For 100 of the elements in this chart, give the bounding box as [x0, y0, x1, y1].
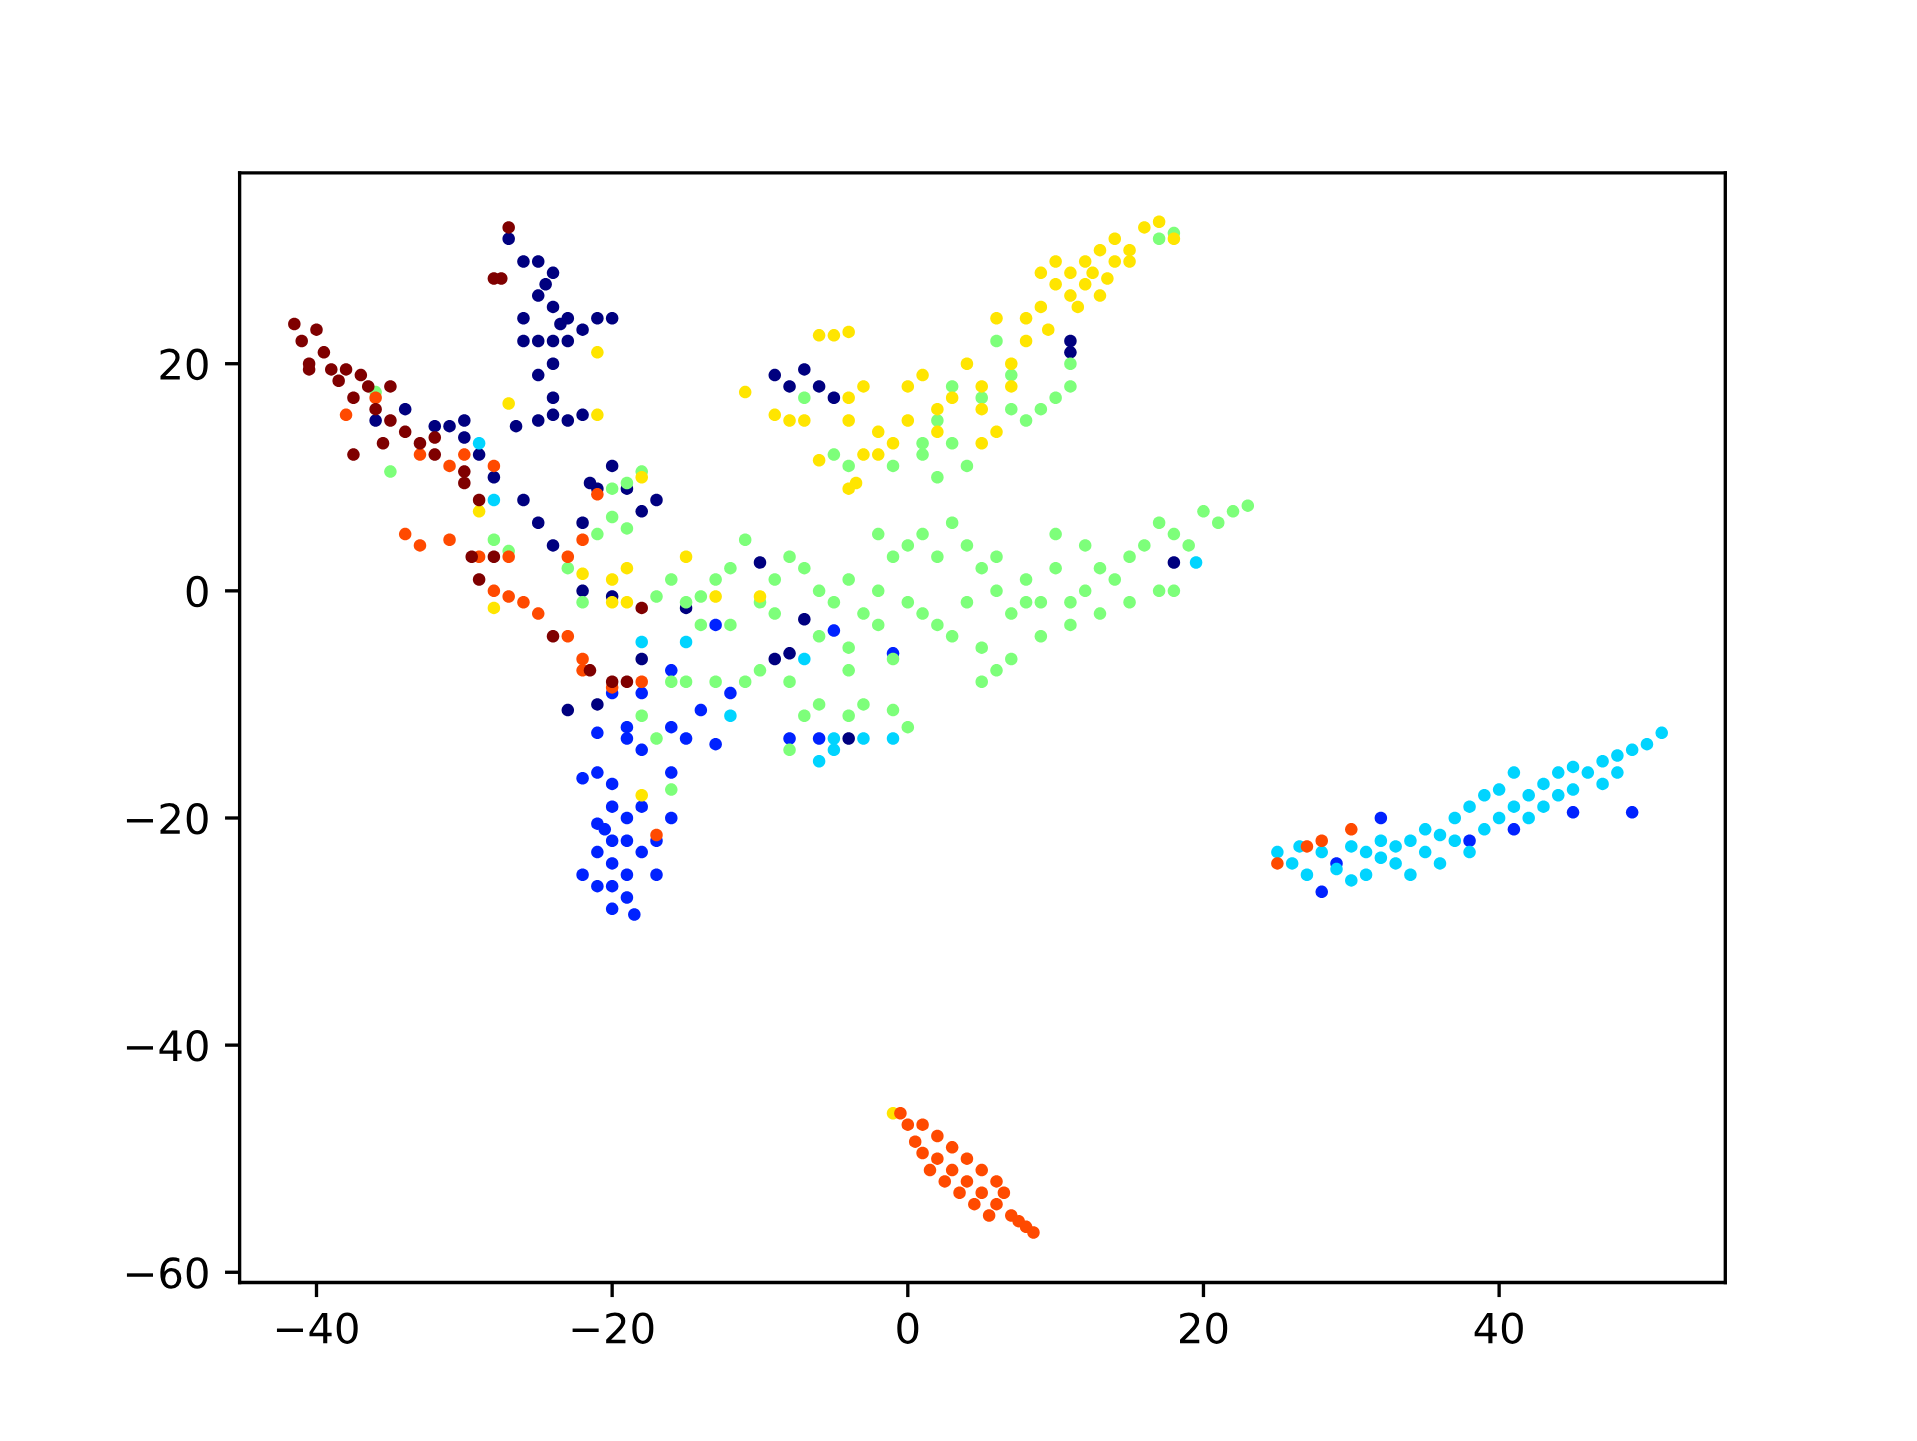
point — [361, 380, 375, 393]
x-tick-label: 20 — [1180, 1312, 1228, 1344]
point — [635, 743, 648, 757]
point — [709, 737, 722, 751]
point — [347, 448, 360, 461]
point — [665, 766, 678, 779]
point — [347, 391, 360, 405]
point — [1359, 868, 1373, 882]
point — [635, 601, 648, 615]
point — [583, 664, 597, 677]
point — [931, 1129, 944, 1143]
y-tick-label: 0 — [186, 575, 208, 608]
point — [916, 1146, 929, 1160]
point — [605, 675, 619, 688]
point — [945, 1163, 959, 1177]
point — [413, 539, 427, 552]
point — [576, 652, 589, 666]
point — [931, 1152, 944, 1165]
point — [561, 630, 575, 643]
point — [598, 823, 612, 836]
point — [1315, 834, 1328, 847]
point — [798, 652, 811, 666]
point — [650, 868, 663, 882]
point — [1522, 789, 1535, 802]
point — [620, 891, 634, 904]
point — [591, 766, 604, 779]
point — [1492, 783, 1506, 796]
point — [620, 732, 634, 745]
point — [1537, 777, 1550, 791]
point — [591, 845, 604, 859]
point — [576, 533, 589, 546]
point — [354, 368, 368, 382]
point — [1625, 743, 1639, 757]
point — [1345, 840, 1358, 853]
point — [827, 743, 841, 757]
point — [694, 703, 708, 717]
point — [487, 459, 501, 473]
point — [398, 527, 412, 541]
point — [953, 1186, 966, 1200]
point — [916, 1118, 929, 1131]
point — [982, 1209, 996, 1222]
point — [1271, 857, 1284, 870]
point — [1463, 845, 1476, 859]
point — [1345, 823, 1358, 836]
point — [561, 550, 575, 564]
point — [605, 879, 619, 893]
point — [1448, 834, 1462, 847]
point — [960, 1152, 974, 1165]
point — [413, 436, 427, 450]
point — [679, 635, 693, 649]
point — [620, 868, 634, 882]
point — [487, 493, 501, 507]
point — [576, 868, 589, 882]
point — [1027, 1226, 1040, 1239]
point — [628, 908, 641, 921]
point — [317, 346, 331, 359]
point — [650, 828, 663, 842]
point — [1552, 789, 1565, 802]
y-tick-label: −60 — [126, 1257, 208, 1289]
point — [1389, 840, 1402, 853]
point — [502, 221, 515, 234]
x-tick-label: 0 — [897, 1312, 919, 1344]
point — [487, 550, 501, 564]
point — [1404, 868, 1417, 882]
point — [938, 1175, 952, 1188]
point — [428, 431, 442, 444]
point — [605, 902, 619, 916]
point — [458, 448, 471, 461]
point — [886, 732, 900, 745]
point — [295, 334, 308, 348]
point — [724, 686, 737, 700]
point — [1433, 857, 1447, 870]
point — [502, 590, 515, 603]
point — [1389, 857, 1402, 870]
point — [1433, 828, 1447, 842]
point — [605, 834, 619, 847]
point — [1418, 845, 1432, 859]
point — [1271, 845, 1284, 859]
point — [1507, 800, 1521, 813]
point — [1478, 789, 1491, 802]
point — [827, 732, 841, 745]
point — [635, 800, 648, 813]
point — [1566, 760, 1580, 774]
point — [605, 857, 619, 870]
point — [443, 459, 456, 473]
point — [1625, 806, 1639, 819]
point — [576, 771, 589, 785]
point — [465, 550, 478, 564]
point — [968, 1197, 981, 1211]
point — [665, 664, 678, 677]
x-tick-label: −20 — [572, 1312, 654, 1344]
point — [960, 1175, 974, 1188]
point — [901, 1118, 915, 1131]
point — [1655, 726, 1668, 740]
point — [472, 493, 486, 507]
point — [376, 436, 390, 450]
point — [635, 845, 648, 859]
point — [325, 363, 338, 376]
point — [908, 1135, 922, 1148]
point — [1300, 840, 1314, 853]
